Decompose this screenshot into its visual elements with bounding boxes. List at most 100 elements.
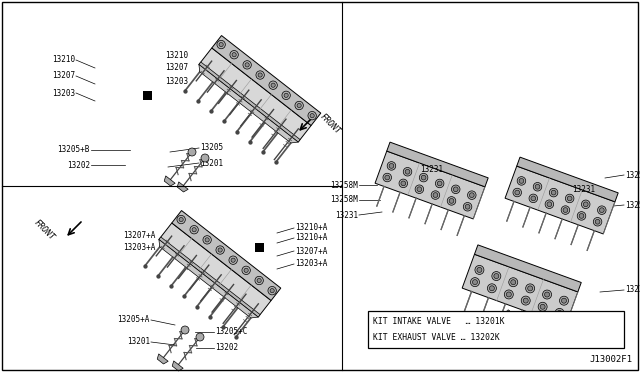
Circle shape — [517, 177, 525, 185]
Circle shape — [447, 197, 456, 205]
Circle shape — [583, 202, 588, 207]
Text: 13205+C: 13205+C — [215, 327, 248, 337]
Circle shape — [515, 190, 520, 195]
Circle shape — [230, 51, 238, 59]
Circle shape — [565, 194, 574, 203]
Circle shape — [415, 185, 424, 193]
Circle shape — [525, 284, 534, 293]
Circle shape — [433, 193, 438, 198]
Text: KIT EXHAUST VALVE … 13202K: KIT EXHAUST VALVE … 13202K — [373, 333, 500, 342]
Text: 13207: 13207 — [165, 64, 188, 73]
Circle shape — [490, 286, 494, 291]
Circle shape — [389, 164, 394, 168]
Text: J13002F1: J13002F1 — [589, 355, 632, 364]
Polygon shape — [199, 62, 300, 142]
Circle shape — [205, 238, 209, 242]
Circle shape — [549, 188, 558, 197]
Circle shape — [295, 101, 303, 110]
Text: 13231: 13231 — [420, 166, 443, 174]
Circle shape — [488, 284, 497, 293]
Circle shape — [188, 148, 196, 156]
Polygon shape — [212, 36, 321, 125]
Polygon shape — [375, 151, 485, 219]
Circle shape — [540, 304, 545, 309]
Bar — [143, 91, 152, 100]
Text: KIT INTAKE VALVE   … 13201K: KIT INTAKE VALVE … 13201K — [373, 317, 504, 326]
Text: 13201: 13201 — [127, 337, 150, 346]
Circle shape — [256, 71, 264, 79]
Circle shape — [385, 175, 390, 180]
Polygon shape — [157, 354, 168, 364]
Circle shape — [535, 185, 540, 189]
Circle shape — [472, 280, 477, 285]
Text: 13202: 13202 — [215, 343, 238, 353]
Polygon shape — [462, 254, 578, 326]
Circle shape — [551, 190, 556, 195]
Text: 13210: 13210 — [165, 51, 188, 60]
Text: 13205: 13205 — [200, 144, 223, 153]
Circle shape — [231, 258, 236, 262]
Circle shape — [257, 278, 261, 283]
Circle shape — [547, 202, 552, 206]
Circle shape — [196, 333, 204, 341]
Text: 13203: 13203 — [165, 77, 188, 87]
Circle shape — [561, 206, 570, 214]
Text: 13203+A: 13203+A — [123, 244, 155, 253]
Polygon shape — [164, 176, 175, 186]
Circle shape — [470, 278, 479, 287]
Text: 13210+A: 13210+A — [295, 234, 328, 243]
Circle shape — [282, 91, 291, 100]
Circle shape — [271, 83, 275, 87]
Text: 13258M: 13258M — [330, 180, 358, 189]
Text: 13231: 13231 — [625, 285, 640, 295]
Circle shape — [545, 200, 554, 208]
Circle shape — [451, 185, 460, 193]
Circle shape — [598, 206, 606, 214]
Circle shape — [561, 298, 566, 303]
Circle shape — [531, 196, 536, 201]
Circle shape — [269, 81, 277, 89]
Polygon shape — [159, 240, 258, 318]
Circle shape — [555, 308, 564, 317]
Circle shape — [308, 112, 316, 120]
Text: FRONT: FRONT — [500, 308, 524, 332]
Circle shape — [244, 268, 248, 272]
Circle shape — [181, 326, 189, 334]
Circle shape — [595, 219, 600, 224]
Text: 13205+A: 13205+A — [118, 315, 150, 324]
Circle shape — [258, 73, 262, 77]
Circle shape — [582, 200, 590, 209]
Circle shape — [577, 212, 586, 220]
Bar — [368, 311, 624, 348]
Circle shape — [463, 202, 472, 211]
Circle shape — [509, 278, 518, 287]
Circle shape — [405, 169, 410, 174]
Circle shape — [524, 298, 528, 303]
Circle shape — [511, 280, 516, 285]
Circle shape — [229, 256, 237, 264]
Text: 13205+B: 13205+B — [58, 145, 90, 154]
Circle shape — [419, 173, 428, 182]
Circle shape — [477, 267, 482, 272]
Circle shape — [513, 188, 522, 197]
Circle shape — [506, 292, 511, 297]
Circle shape — [449, 199, 454, 203]
Circle shape — [504, 290, 513, 299]
Circle shape — [494, 273, 499, 279]
Polygon shape — [505, 166, 615, 234]
Polygon shape — [516, 157, 618, 202]
Circle shape — [475, 265, 484, 275]
Circle shape — [216, 246, 225, 254]
Polygon shape — [172, 211, 281, 301]
Circle shape — [492, 272, 501, 280]
Circle shape — [453, 187, 458, 192]
Text: 13207: 13207 — [52, 71, 75, 80]
Circle shape — [219, 42, 223, 46]
Polygon shape — [159, 223, 271, 317]
Text: 13258M: 13258M — [330, 196, 358, 205]
Circle shape — [435, 179, 444, 188]
Circle shape — [297, 103, 301, 108]
Circle shape — [543, 290, 552, 299]
Text: 13202: 13202 — [67, 160, 90, 170]
Circle shape — [469, 193, 474, 198]
